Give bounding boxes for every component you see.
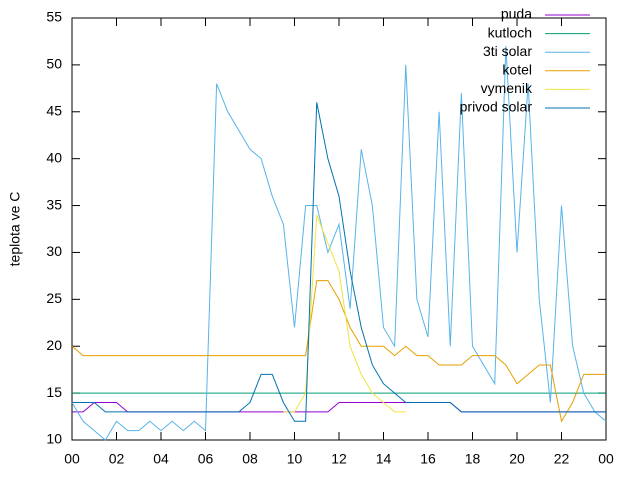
legend-label: 3ti solar [483, 43, 532, 59]
legend-label: privod solar [460, 99, 533, 115]
series-line [71, 280, 606, 423]
x-tick-label: 18 [465, 451, 481, 467]
legend-label: kotel [502, 62, 532, 78]
x-tick-label: 06 [198, 451, 214, 467]
y-axis-label: teplota ve C [7, 192, 23, 267]
series-line [72, 401, 606, 413]
y-tick-label: 40 [46, 149, 62, 165]
legend-label: puda [501, 6, 532, 22]
x-tick-label: 16 [420, 451, 436, 467]
x-tick-label: 00 [64, 451, 80, 467]
y-tick-label: 25 [46, 290, 62, 306]
legend-label: vymenik [481, 80, 533, 96]
y-tick-label: 45 [46, 102, 62, 118]
y-tick-label: 55 [46, 9, 62, 25]
series-line [71, 46, 607, 441]
y-tick-label: 20 [46, 337, 62, 353]
y-tick-label: 10 [46, 431, 62, 447]
y-tick-label: 15 [46, 384, 62, 400]
series-line [72, 102, 606, 422]
y-tick-label: 30 [46, 243, 62, 259]
x-tick-label: 12 [331, 451, 347, 467]
x-tick-label: 20 [509, 451, 525, 467]
x-tick-label: 04 [153, 451, 169, 467]
y-tick-label: 35 [46, 196, 62, 212]
x-tick-label: 14 [376, 451, 392, 467]
x-tick-label: 08 [242, 451, 258, 467]
x-tick-label: 00 [598, 451, 614, 467]
x-tick-label: 02 [109, 451, 125, 467]
legend-label: kutloch [488, 24, 532, 40]
series-line [283, 214, 406, 413]
y-tick-label: 50 [46, 56, 62, 72]
x-tick-label: 22 [554, 451, 570, 467]
x-tick-label: 10 [287, 451, 303, 467]
